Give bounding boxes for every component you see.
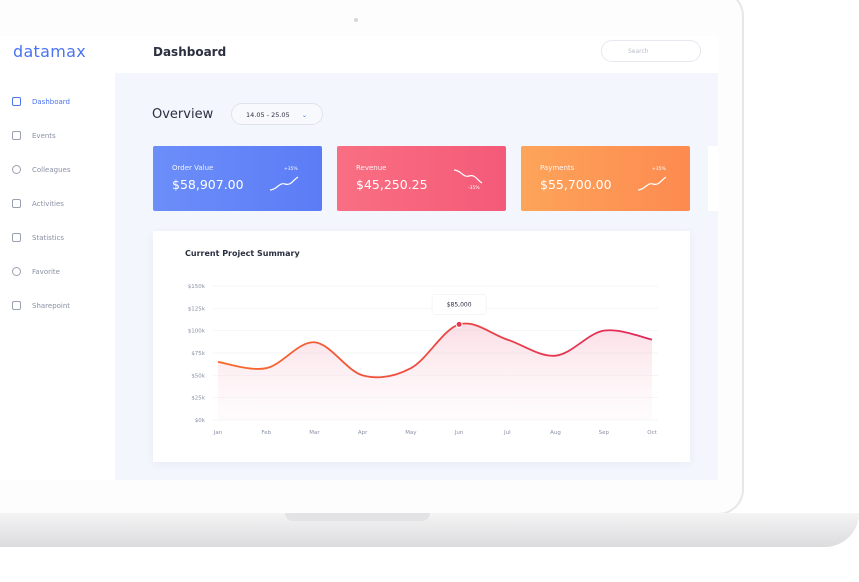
nav-icon (12, 131, 21, 140)
nav-item[interactable]: Sharepoint (32, 302, 71, 310)
card-value: $55,700.00 (540, 177, 612, 192)
card-change: +35% (652, 167, 666, 172)
header-title: Dashboard (153, 45, 227, 59)
card-title: Revenue (356, 164, 387, 172)
nav-item[interactable]: Events (32, 132, 56, 140)
x-tick-label: Jul (503, 430, 511, 436)
dropdown-caret: ⌄ (301, 111, 308, 119)
card[interactable]: Order Value $58,907.00 +35% (153, 146, 322, 211)
date-range[interactable]: 14.05 - 25.05 ⌄ (231, 103, 323, 125)
header: datamax Dashboard Search (0, 36, 718, 73)
annotation: $85,000 (447, 301, 472, 308)
search[interactable]: Search (601, 40, 701, 62)
y-tick-label: $0k (195, 418, 206, 424)
nav-icon (12, 165, 21, 174)
annotation-box (431, 294, 487, 315)
sidebar: Dashboard Events Colleagues Activities Stati… (0, 73, 115, 480)
card[interactable]: Payments $55,700.00 +35% (521, 146, 690, 211)
card-title: Payments (540, 164, 575, 172)
x-tick-label: Feb (261, 430, 271, 436)
card-change: -35% (468, 186, 480, 191)
logo[interactable]: datamax (13, 42, 86, 61)
y-tick-label: $150k (188, 284, 206, 290)
chart-title: Current Project Summary (185, 249, 300, 258)
x-tick-label: Aug (550, 430, 561, 436)
x-tick-label: Mar (309, 430, 320, 436)
nav-item[interactable]: Statistics (32, 234, 64, 242)
nav-item[interactable]: Colleagues (32, 166, 71, 174)
x-tick-label: Apr (358, 430, 368, 436)
y-tick-label: $125k (188, 306, 206, 312)
overview-title: Overview (152, 107, 214, 122)
line (217, 322, 653, 379)
nav-icon (12, 233, 21, 242)
y-tick-label: $50k (191, 373, 205, 379)
y-tick-label: $25k (191, 396, 205, 402)
card-change: +35% (284, 167, 298, 172)
nav-item[interactable]: Favorite (32, 268, 60, 276)
sparkline-icon (637, 176, 667, 191)
x-tick-label: Oct (647, 430, 657, 436)
card[interactable]: Revenue $45,250.25 -35% (337, 146, 506, 211)
nav-icon (12, 199, 21, 208)
laptop-notch (285, 513, 430, 521)
x-tick-label: Jan (213, 430, 223, 436)
highlight-point (455, 320, 463, 328)
card-value: $45,250.25 (356, 177, 428, 192)
card-edge (708, 146, 718, 211)
sparkline-icon (453, 169, 483, 184)
x-tick-label: May (405, 430, 417, 436)
date-text: 14.05 - 25.05 (246, 111, 290, 119)
nav-icon (12, 97, 21, 106)
camera (354, 18, 358, 22)
x-tick-label: Jun (454, 430, 464, 436)
x-tick-label: Sep (599, 430, 610, 436)
card-value: $58,907.00 (172, 177, 244, 192)
nav-icon (12, 301, 21, 310)
y-tick-label: $75k (191, 351, 205, 357)
nav-item[interactable]: Dashboard (32, 98, 70, 106)
search-placeholder: Search (628, 48, 649, 55)
sparkline-icon (269, 176, 299, 191)
nav-item[interactable]: Activities (32, 200, 64, 208)
card-title: Order Value (172, 164, 214, 172)
nav-icon (12, 267, 21, 276)
y-tick-label: $100k (188, 329, 206, 335)
laptop-base (0, 513, 859, 547)
